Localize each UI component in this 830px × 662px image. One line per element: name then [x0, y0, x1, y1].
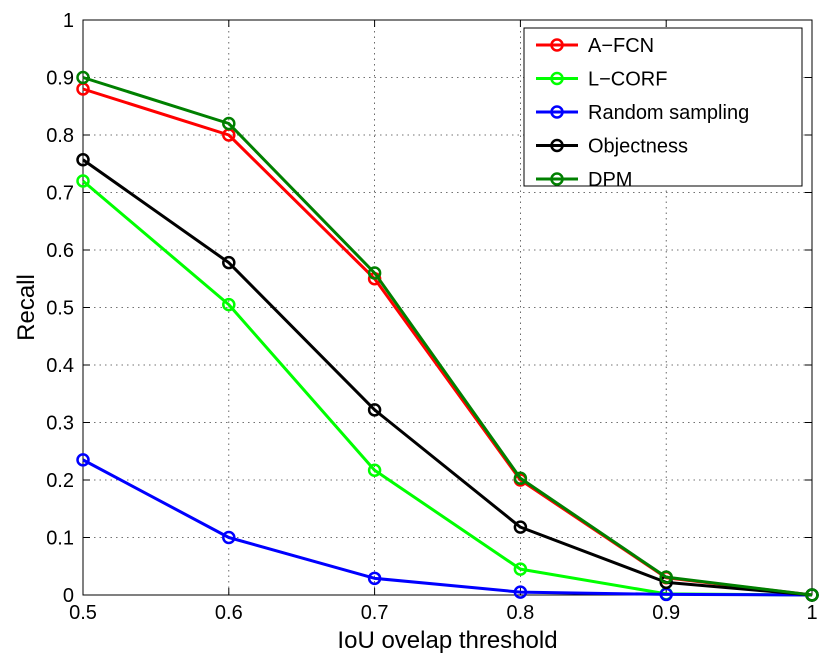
legend-item: Random sampling	[536, 102, 749, 124]
legend-item: L−CORF	[536, 69, 667, 91]
x-tick-label: 0.5	[69, 602, 97, 624]
legend-swatch-marker	[550, 105, 564, 119]
data-point	[76, 152, 90, 167]
legend-item: A−FCN	[536, 35, 654, 57]
data-point	[367, 266, 382, 280]
legend-swatch-marker	[550, 71, 564, 86]
y-tick-label: 1	[63, 10, 74, 32]
data-point	[222, 255, 236, 270]
y-tick-label: 0.1	[46, 528, 74, 550]
data-point	[367, 571, 382, 586]
data-point	[659, 570, 673, 584]
y-tick-label: 0.7	[46, 183, 74, 205]
legend-item: Objectness	[536, 136, 688, 158]
data-point	[76, 70, 90, 85]
y-tick-label: 0.5	[46, 298, 74, 320]
series-line	[82, 76, 813, 597]
legend-label: Objectness	[588, 136, 688, 158]
data-point	[222, 116, 236, 131]
series-dpm	[76, 70, 819, 602]
legend-label: Random sampling	[588, 102, 749, 124]
y-tick-label: 0.4	[46, 355, 74, 377]
data-point	[367, 463, 382, 477]
grid	[83, 20, 812, 595]
legend-label: L−CORF	[588, 69, 667, 91]
x-tick-label: 0.7	[361, 602, 389, 624]
x-tick-label: 1	[806, 602, 817, 624]
x-tick-label: 0.6	[215, 602, 243, 624]
data-point	[805, 588, 819, 602]
legend-swatch-marker	[550, 38, 564, 52]
data-point	[76, 453, 90, 467]
data-point	[513, 585, 528, 599]
legend-swatch-marker	[550, 172, 564, 186]
data-point	[367, 403, 382, 417]
series-line	[82, 179, 813, 597]
legend-box	[523, 27, 803, 187]
y-tick-label: 0.2	[46, 470, 74, 492]
x-tick-label: 0.9	[652, 602, 680, 624]
legend-swatch-marker	[550, 138, 564, 153]
series-l-corf	[76, 174, 819, 602]
legend-item: DPM	[536, 169, 632, 191]
y-tick-label: 0	[63, 585, 74, 607]
data-point	[222, 530, 236, 545]
legend: A−FCN L−CORF Random sampling Objectness DPM	[523, 27, 803, 191]
series-layer	[76, 70, 819, 602]
data-point	[513, 520, 528, 534]
series-line	[82, 158, 813, 597]
legend-label: A−FCN	[588, 35, 654, 57]
y-tick-label: 0.8	[46, 125, 74, 147]
data-point	[76, 174, 90, 188]
y-tick-label: 0.9	[46, 68, 74, 90]
data-point	[513, 471, 528, 486]
y-tick-label: 0.6	[46, 240, 74, 262]
data-point	[222, 297, 236, 312]
x-axis-label: IoU ovelap threshold	[337, 627, 557, 654]
series-random-sampling	[76, 453, 819, 602]
axis-ticks: 0.5 0.6 0.7 0.8 0.9 1 0 0.1 0.2 0.3 0.4 0.5 0.6 0.7 0.…	[46, 10, 817, 624]
y-tick-label: 0.3	[46, 413, 74, 435]
x-tick-label: 0.8	[506, 602, 534, 624]
legend-label: DPM	[588, 169, 632, 191]
data-point	[513, 562, 528, 576]
y-axis-label: Recall	[13, 274, 40, 341]
series-line	[82, 458, 813, 597]
